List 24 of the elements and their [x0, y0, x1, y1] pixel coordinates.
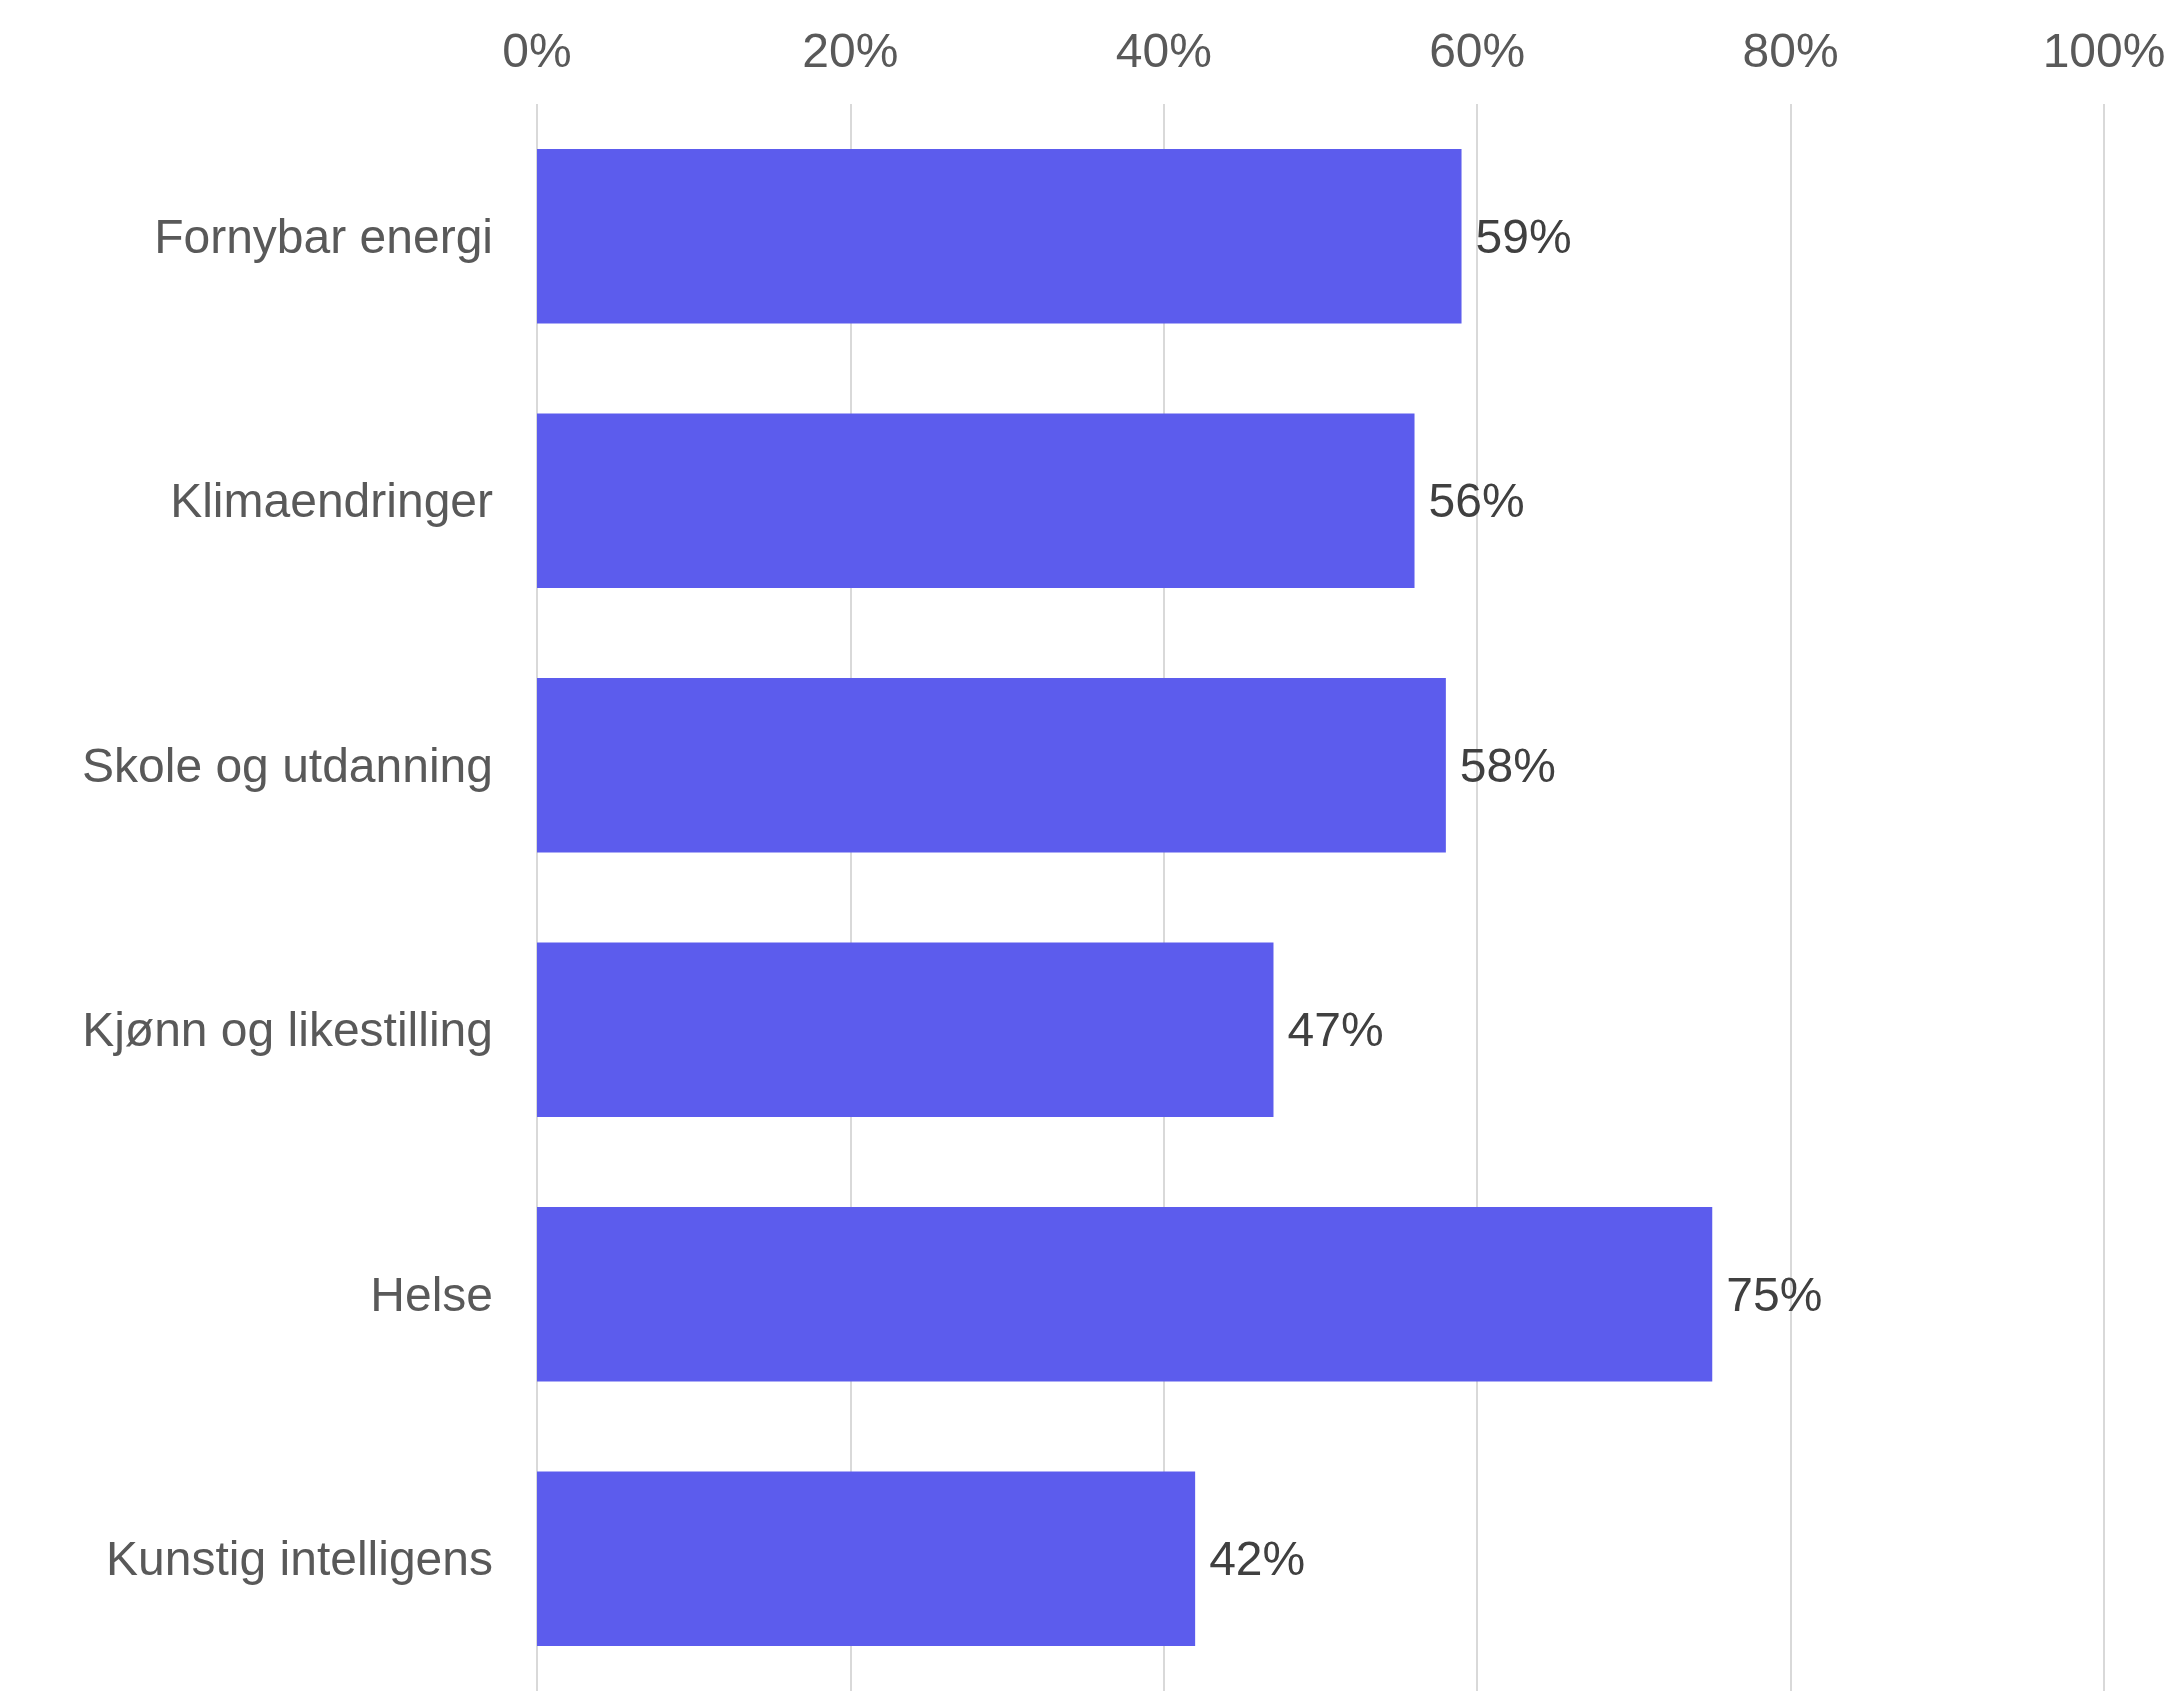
x-tick-label: 60%: [1429, 23, 1526, 77]
data-label: 58%: [1459, 738, 1556, 792]
x-tick-label: 0%: [502, 23, 572, 77]
data-label: 56%: [1428, 474, 1525, 528]
y-tick-label: Skole og utdanning: [82, 738, 493, 792]
y-tick-label: Klimaendringer: [170, 474, 494, 528]
bar: [537, 413, 1415, 589]
data-label: 42%: [1209, 1532, 1306, 1586]
bar: [537, 1206, 1713, 1382]
data-label: 75%: [1726, 1267, 1823, 1321]
bar: [537, 1471, 1196, 1647]
bar: [537, 677, 1446, 853]
data-label: 47%: [1287, 1003, 1384, 1057]
data-label: 59%: [1475, 209, 1572, 263]
y-tick-label: Helse: [370, 1267, 493, 1321]
y-tick-label: Fornybar energi: [154, 209, 493, 263]
bar: [537, 148, 1462, 324]
y-tick-label: Kjønn og likestilling: [82, 1003, 493, 1057]
x-tick-label: 40%: [1115, 23, 1212, 77]
x-tick-label: 20%: [802, 23, 899, 77]
x-tick-label: 80%: [1742, 23, 1839, 77]
bar: [537, 942, 1274, 1118]
y-tick-label: Kunstig intelligens: [106, 1532, 493, 1586]
x-tick-label: 100%: [2042, 23, 2166, 77]
